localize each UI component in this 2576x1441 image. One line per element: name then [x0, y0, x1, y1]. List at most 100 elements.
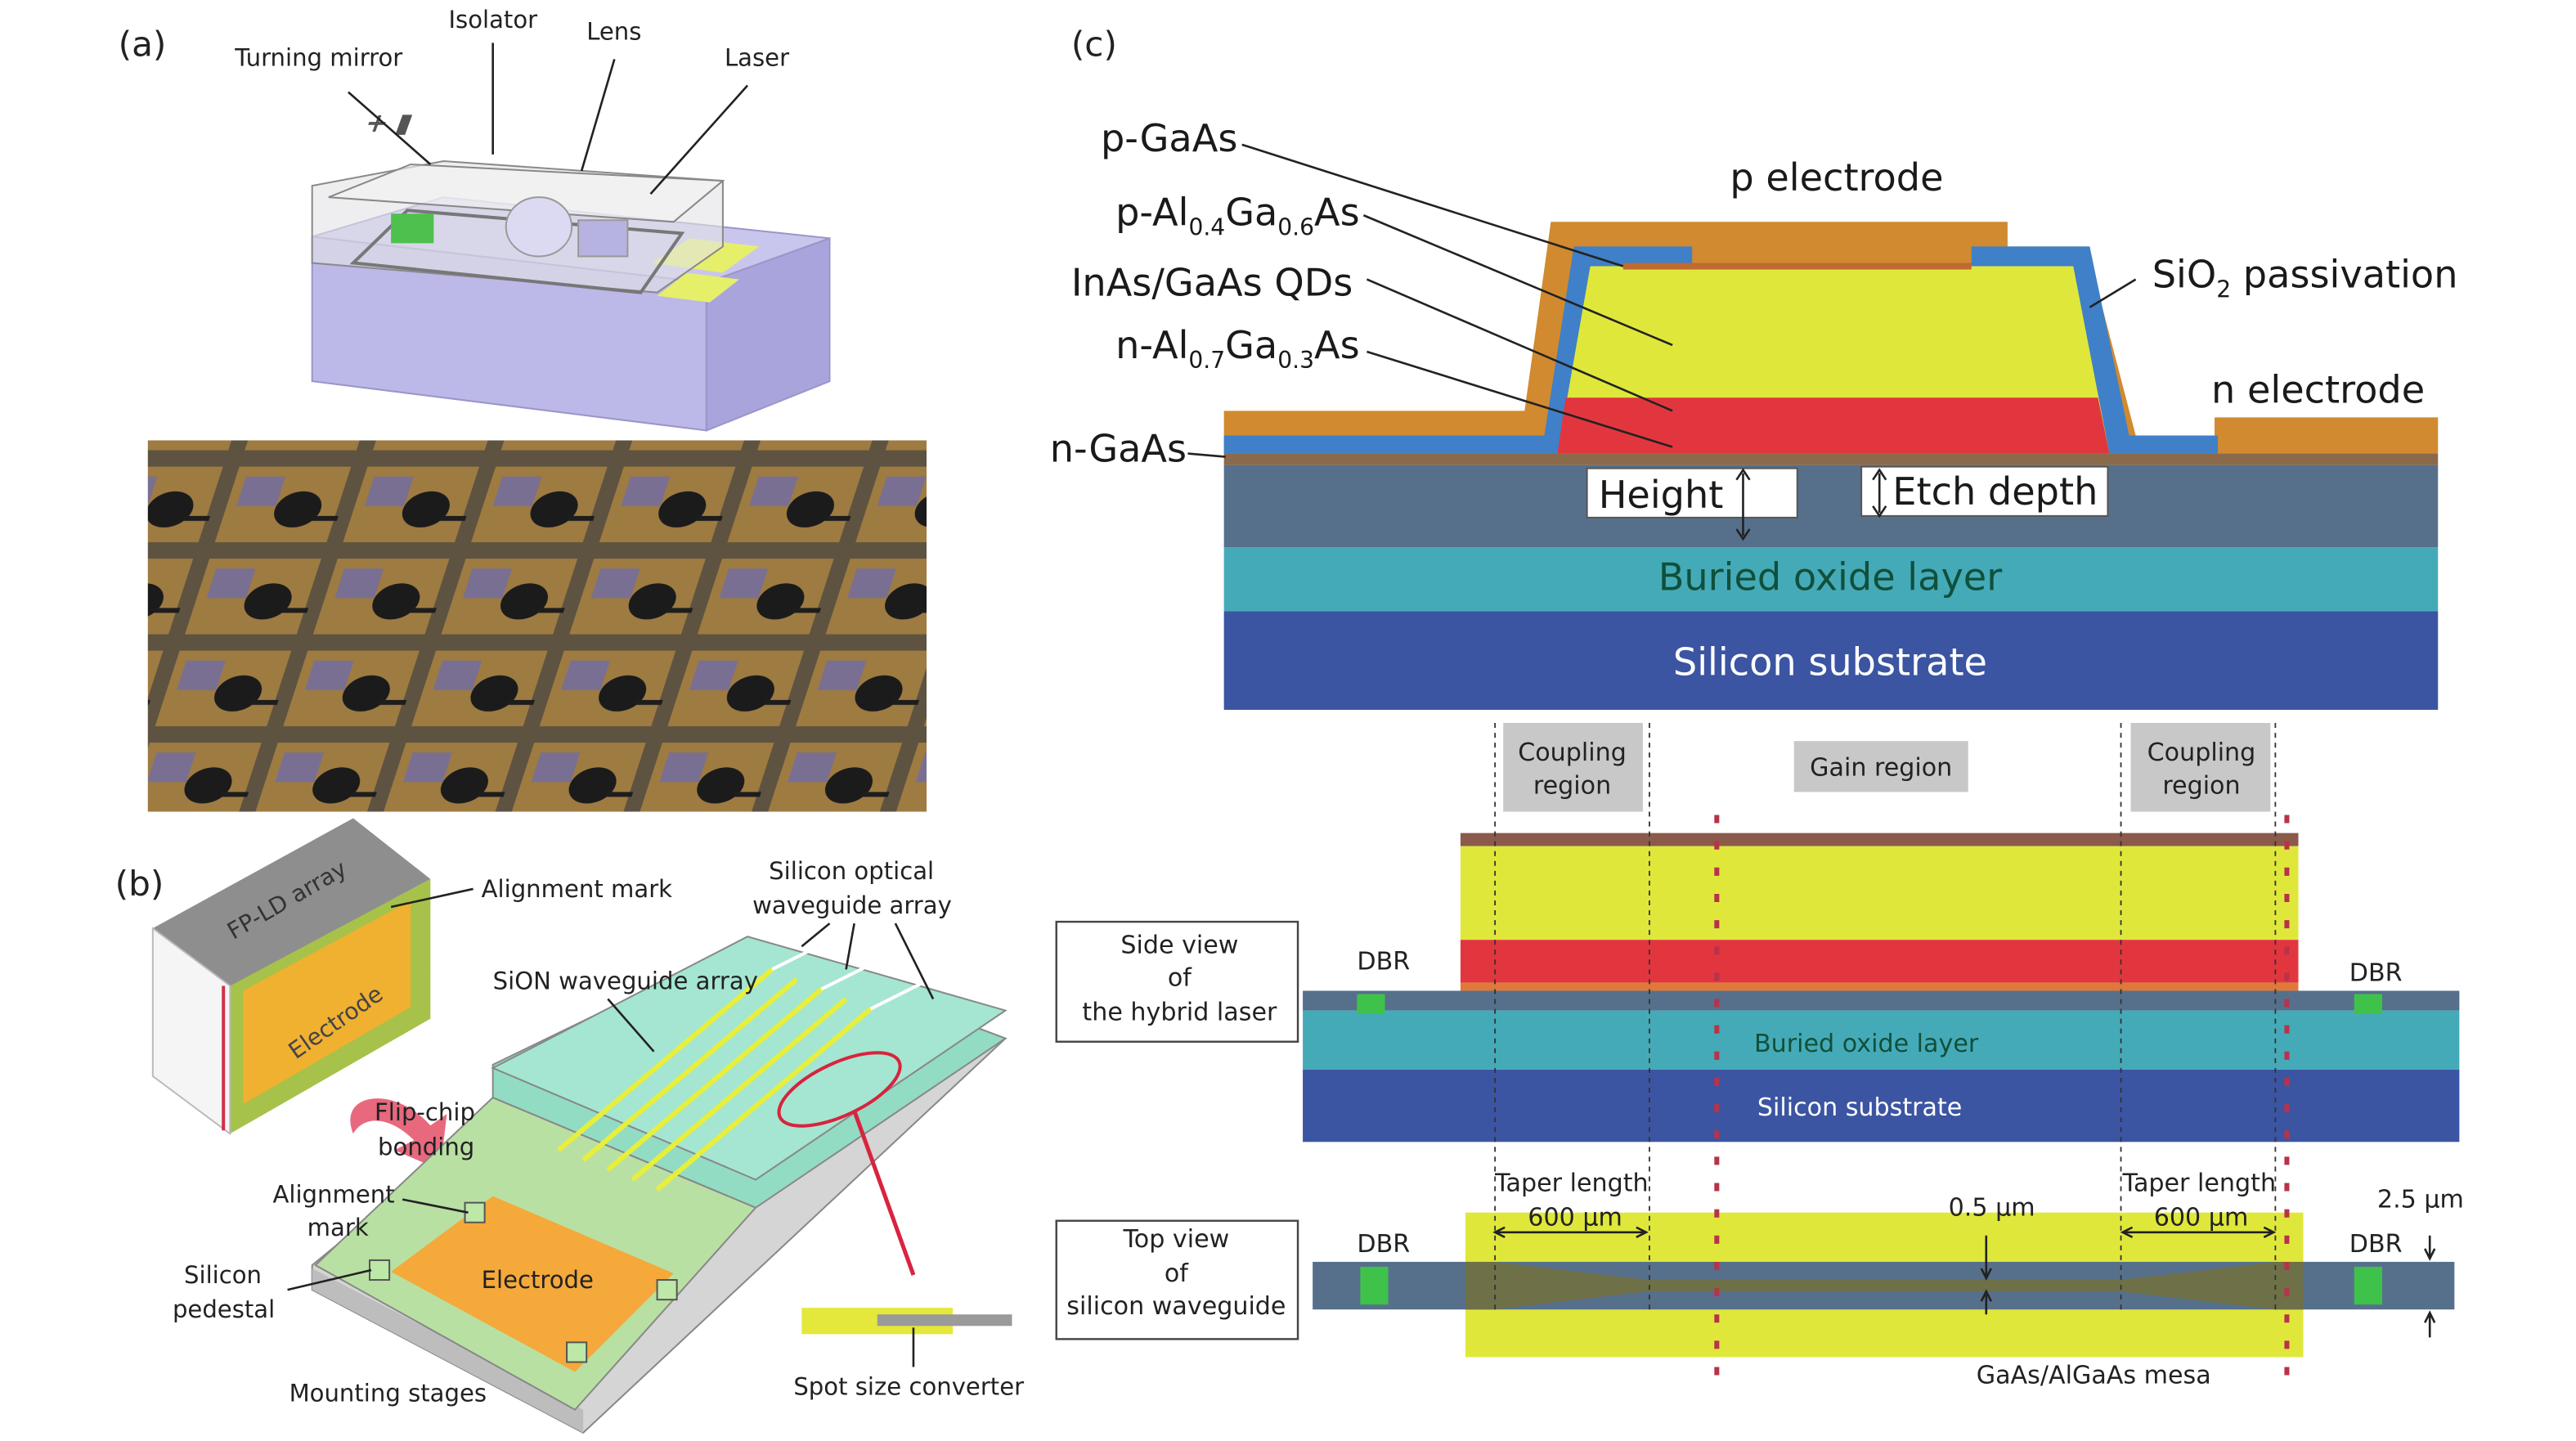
top-view-caption-3: silicon waveguide — [1066, 1292, 1286, 1321]
etch-depth-arrow — [1872, 468, 1887, 518]
narrow-width-arrows — [1980, 1235, 1992, 1315]
region-boundary-lines — [1494, 723, 2277, 1315]
callout-isolator: Isolator — [448, 6, 537, 34]
label-sio2: SiO2 passivation — [2152, 253, 2458, 303]
buried-oxide-label: Buried oxide layer — [1658, 554, 2003, 599]
taper-value-right: 600 µm — [2154, 1204, 2249, 1232]
height-arrow — [1735, 468, 1751, 541]
dbr-right-grating-top — [2354, 1266, 2382, 1305]
height-box — [1586, 467, 1798, 518]
silicon-slab-layer — [1223, 465, 2439, 548]
callout-line — [390, 887, 473, 909]
mesa-label: GaAs/AlGaAs mesa — [1977, 1362, 2211, 1390]
cross-section: Height Etch depth Buried oxide layer Sil… — [1223, 222, 2439, 710]
label-n-algaas: n-Al0.7Ga0.3As — [1115, 323, 1360, 374]
fabricated-array-photo — [147, 440, 927, 812]
callout-alignment-mark-1: Alignment — [272, 1181, 394, 1209]
label-p-algaas: p-Al0.4Ga0.6As — [1115, 190, 1360, 240]
callout-spot-size-converter: Spot size converter — [793, 1373, 1024, 1401]
gain-region — [1793, 741, 1968, 792]
coupling-label-2: region — [1533, 771, 1611, 800]
side-view-caption-2: of — [1168, 963, 1192, 992]
callout-line — [287, 1268, 372, 1291]
coupling-region-left — [1503, 723, 1643, 812]
silicon-platform — [311, 936, 1008, 1434]
top-view-caption-1: Top view — [1123, 1225, 1230, 1254]
panel-b: (b) FP-LD array Electrode — [115, 818, 1024, 1434]
side-dbr-left: DBR — [1357, 947, 1410, 976]
waveguide-taper — [1465, 1261, 2304, 1310]
panel-c: (c) Height Etch depth Buried oxide layer… — [1050, 24, 2464, 1394]
height-label: Height — [1599, 473, 1724, 517]
label-p-electrode: p electrode — [1730, 155, 1943, 200]
etch-depth-box — [1860, 465, 2109, 517]
callout-silicon-pedestal-1: Silicon — [184, 1261, 262, 1289]
region-labels: Coupling region Gain region Coupling reg… — [1503, 723, 2271, 812]
panel-label-c: (c) — [1071, 24, 1117, 64]
top-view-caption-2: of — [1165, 1259, 1189, 1288]
top-view-caption-box — [1055, 1219, 1299, 1340]
flip-chip-arrow — [350, 1098, 447, 1170]
callout-line — [607, 998, 655, 1053]
panel-label-a: (a) — [119, 24, 167, 64]
taper-value-left: 600 µm — [1528, 1204, 1622, 1232]
top-view: DBR DBR Taper length 600 µm Taper length… — [1055, 1169, 2464, 1390]
dbr-left-grating — [1357, 994, 1385, 1014]
n-gaas-layer — [1223, 453, 2439, 465]
callout-alignment-mark-top: Alignment mark — [482, 875, 673, 903]
callout-line — [402, 1198, 469, 1214]
label-n-electrode: n electrode — [2211, 367, 2425, 411]
qd-active-layer — [1557, 397, 2110, 454]
wide-width-label: 2.5 µm — [2377, 1186, 2464, 1214]
callout-flip-chip-1: Flip-chip — [375, 1098, 475, 1126]
side-view: Buried oxide layer Silicon substrate DBR… — [1055, 833, 2460, 1142]
coupling-label-2: region — [2162, 771, 2240, 800]
silicon-substrate-layer — [1223, 611, 2439, 710]
callout-mounting-stages: Mounting stages — [289, 1380, 487, 1407]
side-view-caption-3: the hybrid laser — [1082, 999, 1277, 1027]
coupling-label-1: Coupling — [2147, 738, 2256, 767]
p-gaas-layer — [1622, 263, 1972, 270]
coupling-label-1: Coupling — [1518, 738, 1627, 767]
cleave-lines — [1714, 815, 2290, 1394]
taper-arrows — [1492, 1226, 2277, 1238]
side-view-caption-box — [1055, 920, 1299, 1043]
taper-label-right: Taper length — [2122, 1169, 2277, 1198]
taper-label-left: Taper length — [1494, 1169, 1649, 1198]
callout-silicon-optical-1: Silicon optical — [769, 857, 934, 885]
side-dbr-right: DBR — [2349, 958, 2403, 987]
silicon-substrate-label: Silicon substrate — [1673, 640, 1987, 685]
label-qds: InAs/GaAs QDs — [1071, 261, 1353, 305]
callout-sion-array: SiON waveguide array — [493, 967, 758, 994]
callout-alignment-mark-2: mark — [307, 1214, 369, 1241]
callout-arrows — [348, 43, 749, 195]
gain-label: Gain region — [1810, 753, 1952, 782]
narrow-width-label: 0.5 µm — [1949, 1194, 2035, 1223]
buried-oxide-layer — [1223, 547, 2439, 612]
callout-silicon-pedestal-2: pedestal — [173, 1295, 275, 1323]
spot-size-converter-inset — [801, 1308, 1012, 1367]
dbr-right-grating — [2354, 994, 2382, 1014]
callout-laser: Laser — [725, 43, 789, 71]
wide-width-arrows — [2424, 1235, 2436, 1338]
side-view-caption-1: Side view — [1120, 931, 1238, 959]
top-dbr-left: DBR — [1357, 1230, 1410, 1259]
cross-section-callout-lines — [1187, 143, 2137, 458]
fp-ld-chip: FP-LD array Electrode — [151, 818, 431, 1136]
dbr-left-grating-top — [1360, 1266, 1389, 1305]
callout-line — [801, 923, 935, 1000]
side-substrate-label: Silicon substrate — [1757, 1093, 1963, 1122]
callout-flip-chip-2: bonding — [378, 1133, 474, 1160]
panel-a: (a) + ▮ Turning mirror Isolator Lens Las… — [119, 6, 927, 812]
top-dbr-right: DBR — [2349, 1230, 2403, 1259]
panel-label-b: (b) — [115, 864, 164, 904]
laser-package-illustration: + ▮ — [311, 107, 831, 432]
side-buried-oxide-label: Buried oxide layer — [1754, 1030, 1979, 1058]
label-p-gaas: p-GaAs — [1101, 116, 1237, 160]
callout-silicon-optical-2: waveguide array — [752, 891, 952, 919]
coupling-region-right — [2130, 723, 2271, 812]
etch-depth-label: Etch depth — [1892, 469, 2098, 514]
callout-turning-mirror: Turning mirror — [234, 43, 402, 71]
callout-electrode: Electrode — [482, 1266, 594, 1294]
